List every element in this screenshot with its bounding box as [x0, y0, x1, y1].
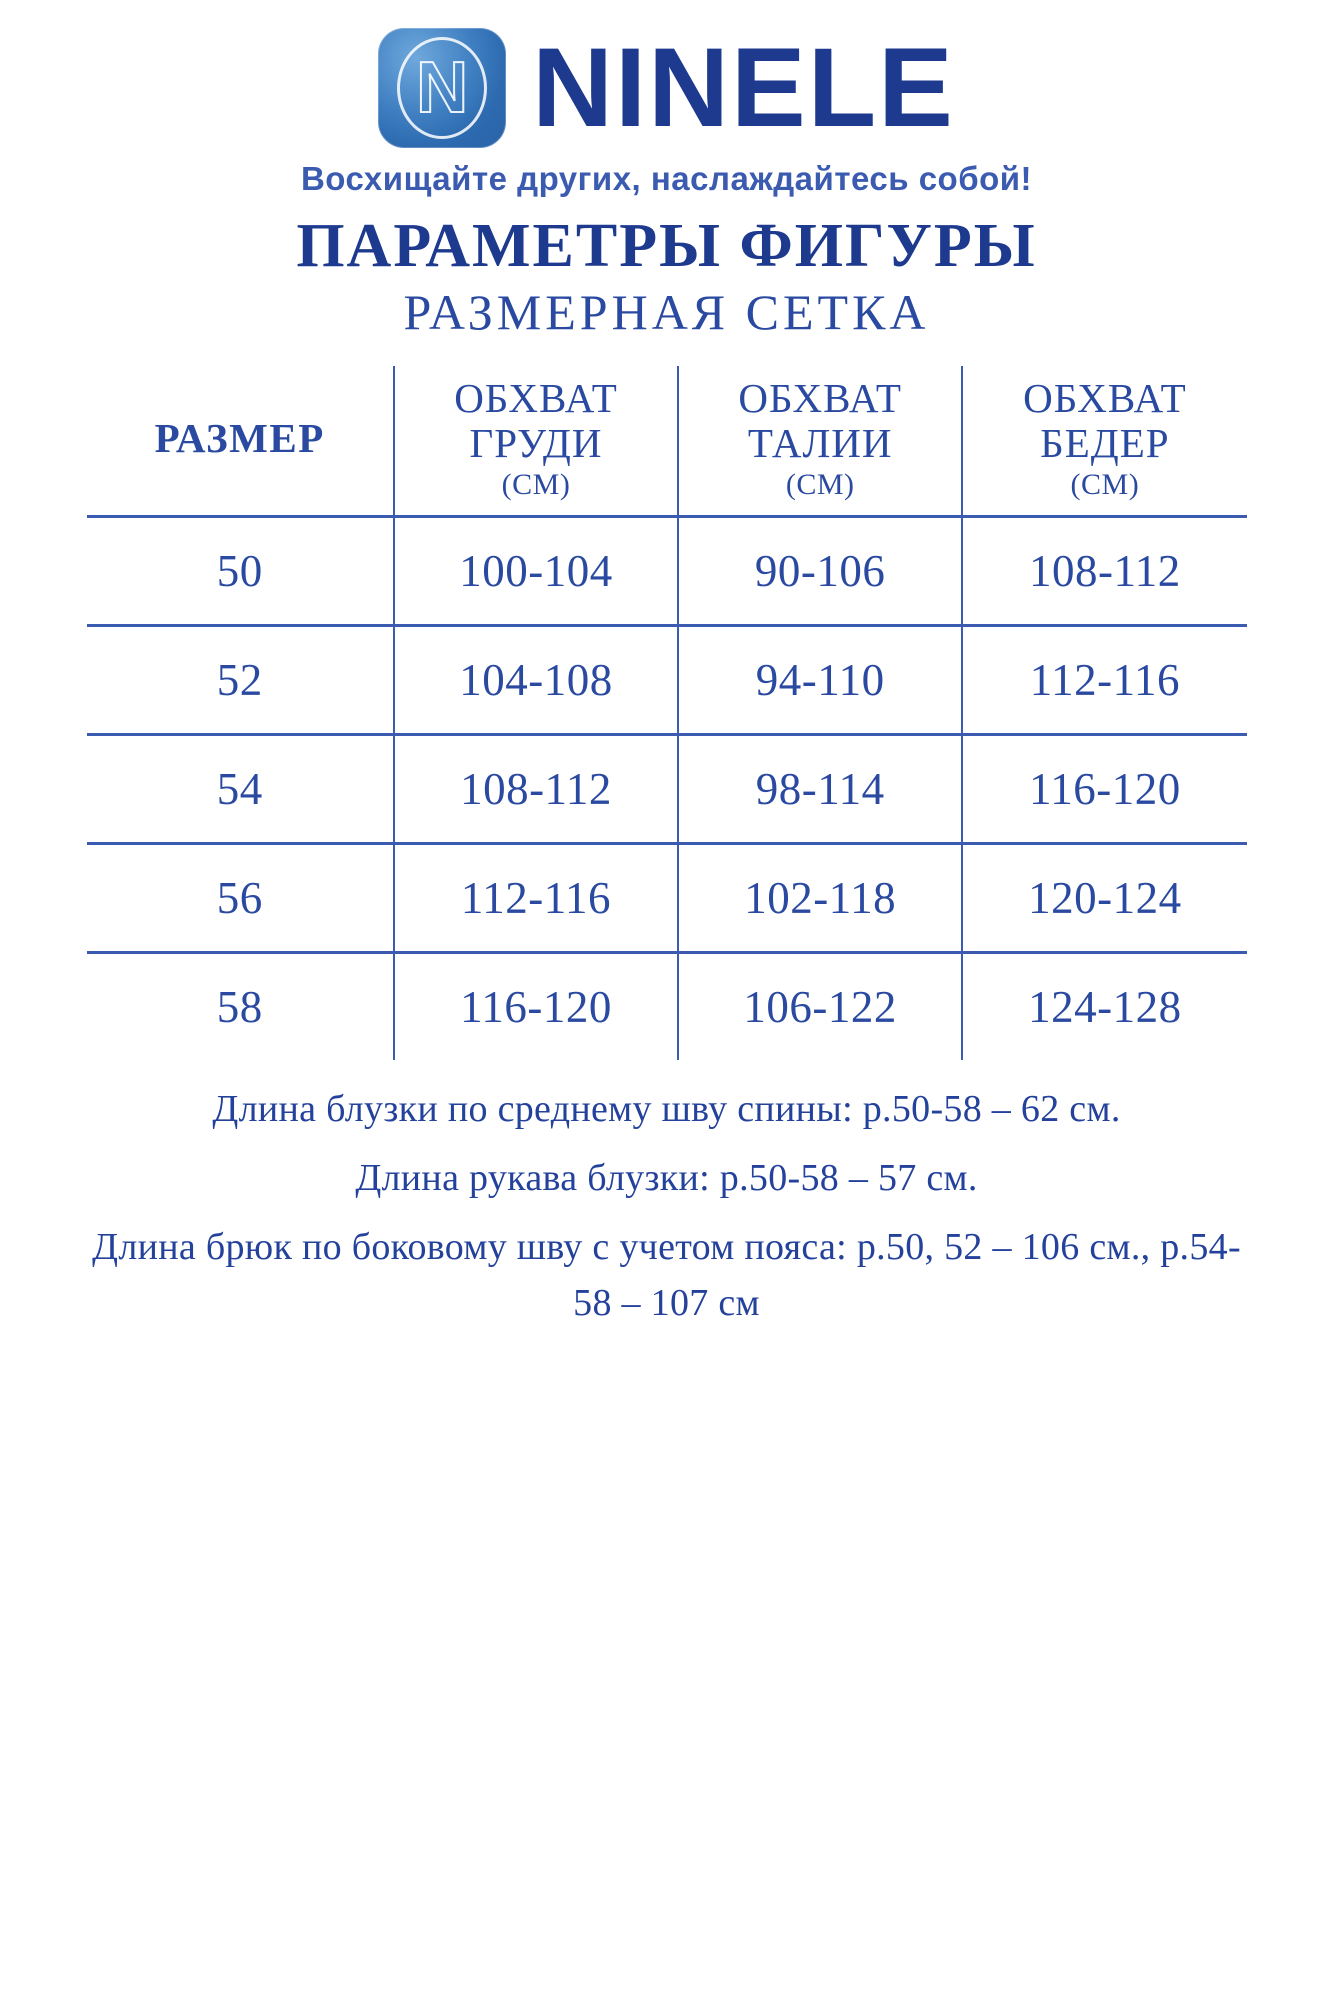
cell-size: 56: [216, 873, 263, 924]
note-trousers-length: Длина брюк по боковому шву с учетом пояс…: [92, 1226, 1241, 1324]
cell-size: 50: [216, 546, 263, 597]
cell-hip: 112-116: [961, 625, 1247, 735]
cell-waist: 106-122: [677, 952, 963, 1061]
table-row: 52 104-108 94-110 112-116: [86, 625, 1247, 735]
cell-hip: 124-128: [961, 952, 1247, 1061]
cell-size: 52: [216, 655, 263, 706]
table-row: 58 116-120 106-122 124-128: [86, 952, 1247, 1061]
size-table-wrapper: РАЗМЕР ОБХВАТ ГРУДИ (СМ) ОБХВАТ ТАЛИИ (С…: [86, 366, 1247, 1061]
cell-waist: 94-110: [677, 625, 963, 735]
column-header-chest-unit: (СМ): [501, 468, 571, 502]
size-table-head: РАЗМЕР ОБХВАТ ГРУДИ (СМ) ОБХВАТ ТАЛИИ (С…: [87, 366, 1247, 517]
brand-tagline: Восхищайте других, наслаждайтесь собой!: [300, 160, 1033, 197]
column-header-chest: ОБХВАТ ГРУДИ (СМ): [392, 366, 679, 517]
header-row: РАЗМЕР ОБХВАТ ГРУДИ (СМ) ОБХВАТ ТАЛИИ (С…: [87, 366, 1247, 517]
size-table-body: 50 100-104 90-106 108-112 52 104-108 94-…: [86, 516, 1247, 1061]
monogram-ring-icon: [397, 37, 488, 139]
cell-size: 58: [216, 982, 263, 1033]
cell-waist: 102-118: [677, 843, 963, 953]
table-row: 54 108-112 98-114 116-120: [86, 734, 1247, 844]
measurement-notes: Длина блузки по среднему шву спины: р.50…: [77, 1082, 1257, 1330]
column-header-waist-label: ОБХВАТ ТАЛИИ: [738, 375, 902, 467]
column-header-hip-label: ОБХВАТ БЕДЕР: [1023, 375, 1187, 467]
cell-hip: 116-120: [961, 734, 1247, 844]
note-blouse-length: Длина блузки по среднему шву спины: р.50…: [212, 1088, 1121, 1131]
ninele-monogram-icon: N: [378, 28, 507, 148]
cell-chest: 104-108: [392, 625, 679, 735]
cell-waist: 98-114: [677, 734, 963, 844]
brand-header: N NINELE Восхищайте других, наслаждайтес…: [0, 0, 1333, 198]
size-table: РАЗМЕР ОБХВАТ ГРУДИ (СМ) ОБХВАТ ТАЛИИ (С…: [86, 366, 1247, 1061]
cell-size: 54: [216, 764, 263, 815]
page-title: ПАРАМЕТРЫ ФИГУРЫ: [296, 212, 1037, 280]
logo-row: N NINELE: [378, 28, 955, 148]
note-sleeve-length: Длина рукава блузки: р.50-58 – 57 см.: [355, 1157, 978, 1200]
cell-chest: 112-116: [392, 843, 679, 953]
column-header-waist-unit: (СМ): [785, 468, 855, 502]
cell-waist: 90-106: [677, 516, 963, 626]
cell-hip: 120-124: [961, 843, 1247, 953]
column-header-size-label: РАЗМЕР: [154, 415, 325, 462]
table-row: 50 100-104 90-106 108-112: [86, 516, 1247, 626]
table-row: 56 112-116 102-118 120-124: [86, 843, 1247, 953]
brand-wordmark: NINELE: [532, 24, 955, 150]
cell-chest: 100-104: [392, 516, 679, 626]
column-header-hip-unit: (СМ): [1070, 468, 1140, 502]
column-header-chest-label: ОБХВАТ ГРУДИ: [454, 375, 618, 467]
column-header-hip: ОБХВАТ БЕДЕР (СМ): [961, 366, 1247, 517]
cell-chest: 108-112: [392, 734, 679, 844]
cell-chest: 116-120: [392, 952, 679, 1061]
column-header-size: РАЗМЕР: [87, 366, 394, 517]
page-subtitle: РАЗМЕРНАЯ СЕТКА: [403, 284, 930, 341]
cell-hip: 108-112: [961, 516, 1247, 626]
monogram-letter: N: [415, 48, 469, 128]
column-header-waist: ОБХВАТ ТАЛИИ (СМ): [677, 366, 963, 517]
